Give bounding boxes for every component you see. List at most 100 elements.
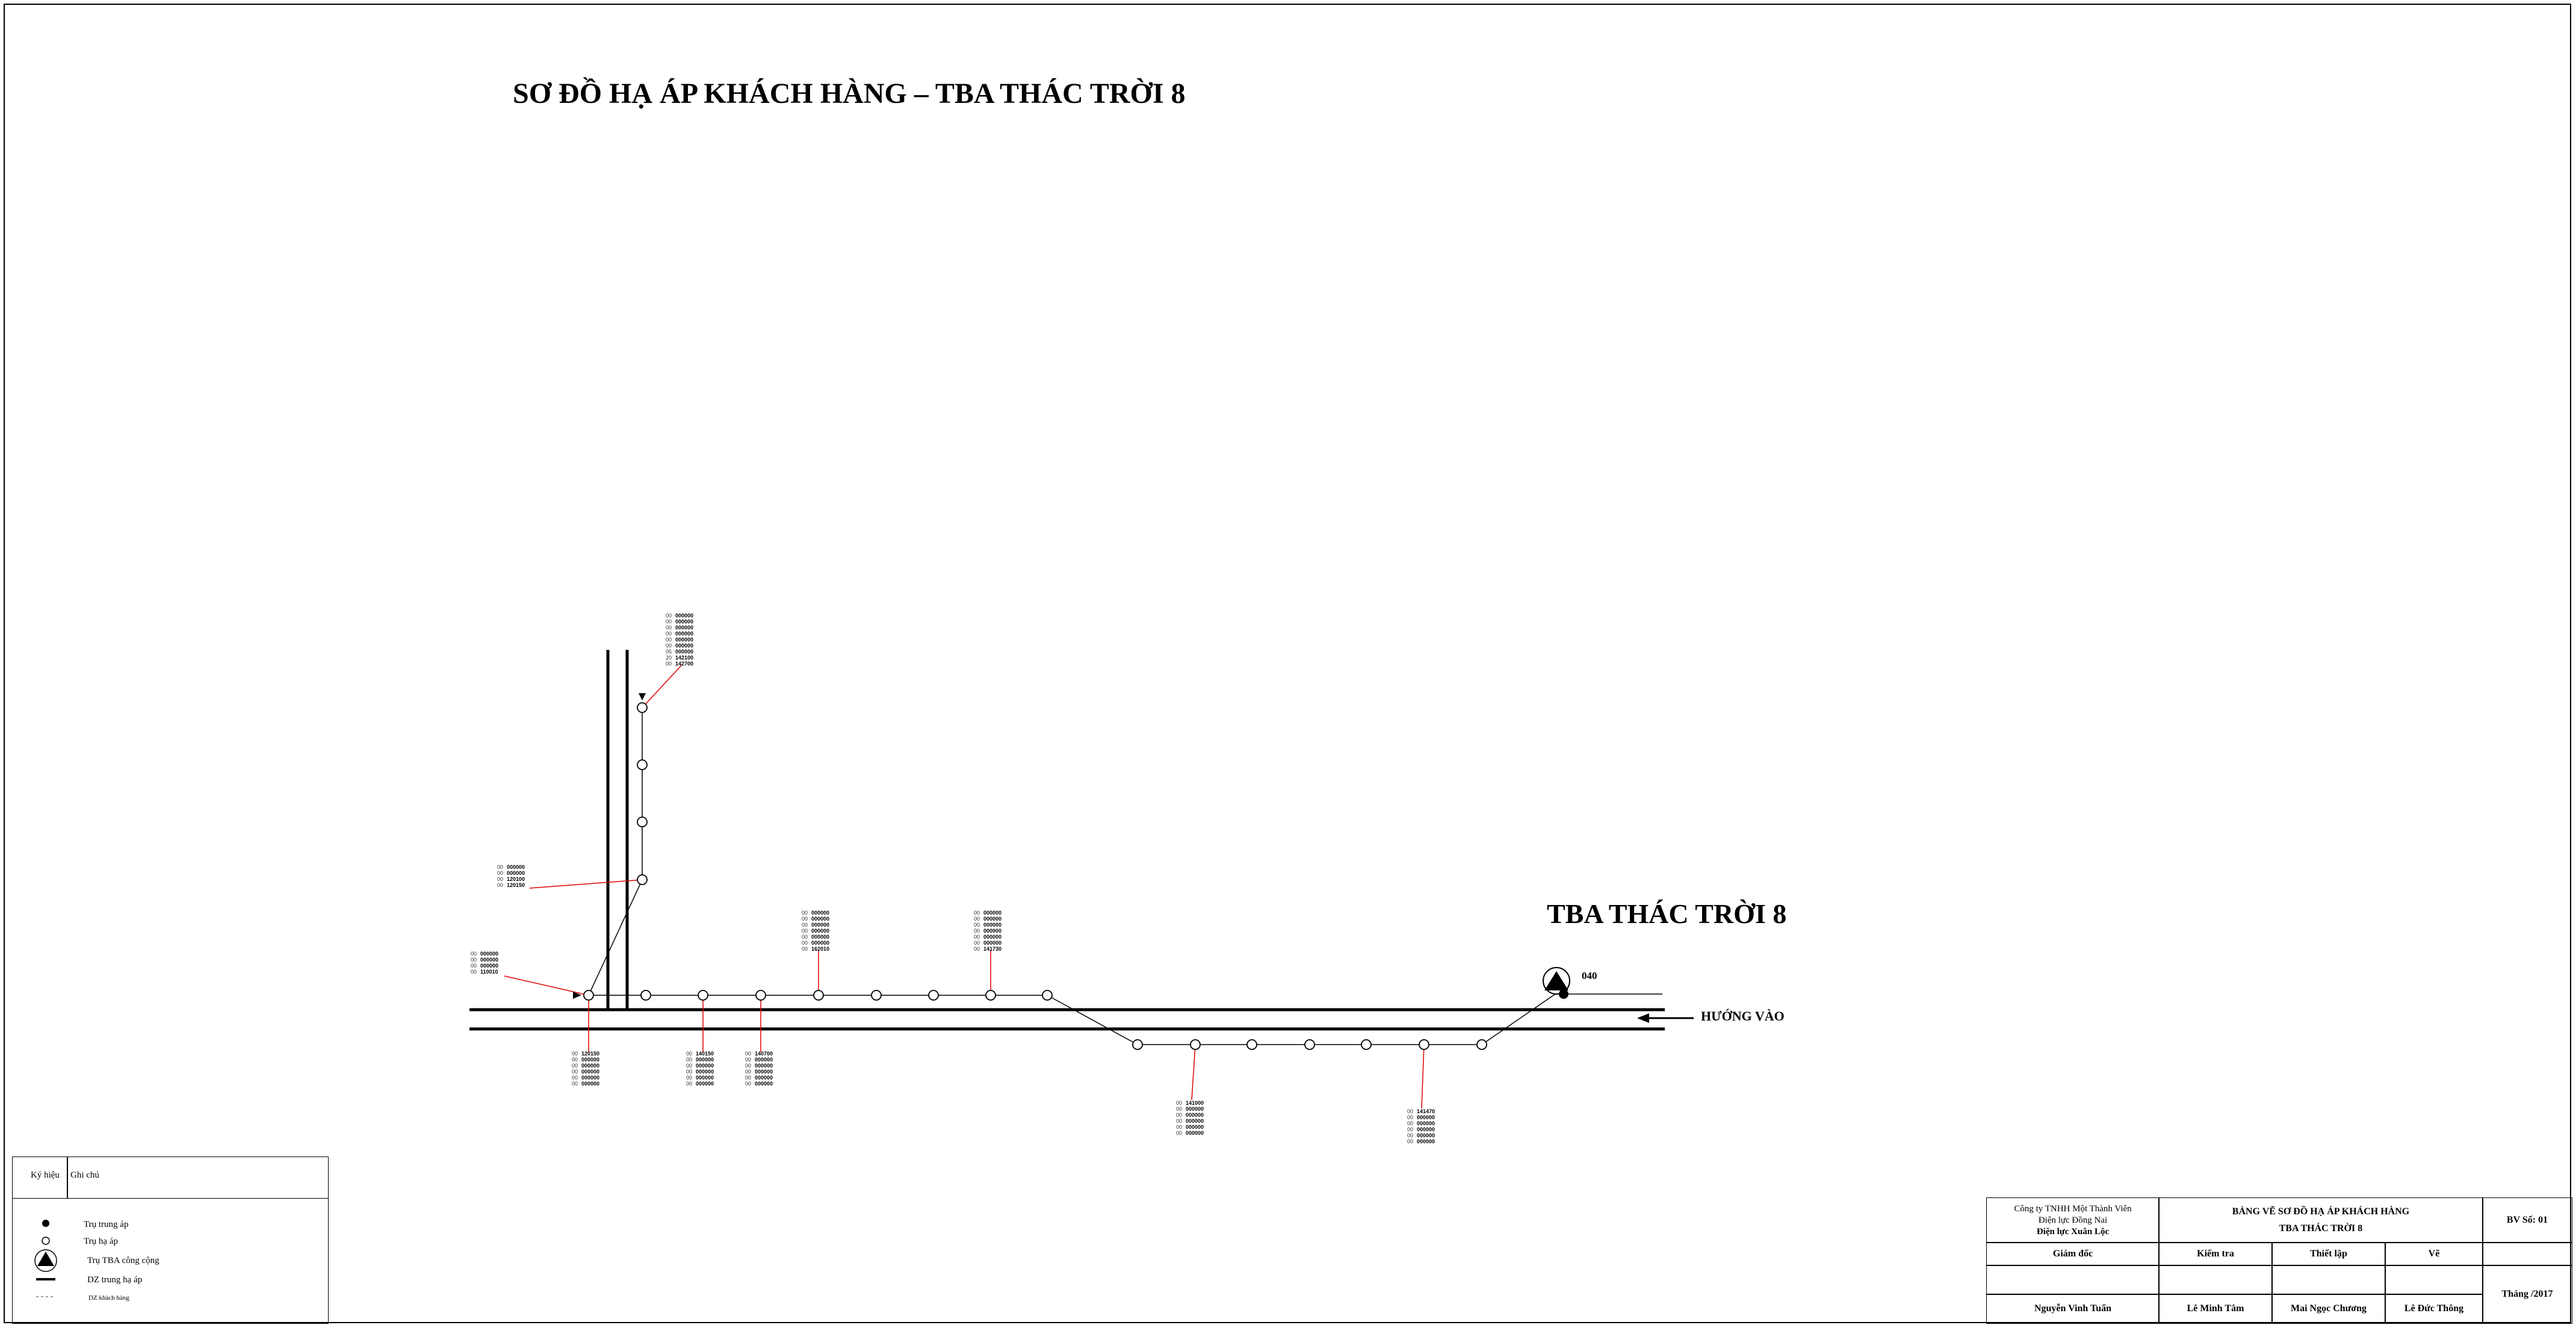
meter-line: 00 000000 xyxy=(666,643,693,649)
designer-label: Thiết lập xyxy=(2271,1242,2386,1266)
meter-prefix: 00 xyxy=(802,922,808,928)
meter-number: 140150 xyxy=(696,1051,714,1057)
lv-pole xyxy=(1042,990,1053,1001)
meter-prefix: 00 xyxy=(745,1081,752,1087)
meter-prefix: 00 xyxy=(745,1051,752,1057)
meter-prefix: 00 xyxy=(974,940,980,946)
service-line-g10 xyxy=(1421,1044,1425,1109)
meter-line: 00 000000 xyxy=(497,870,525,876)
meter-line: 00 000000 xyxy=(686,1075,714,1081)
meter-prefix: 00 xyxy=(974,910,980,916)
meter-line: 00 162010 xyxy=(802,946,829,952)
meter-prefix: 00 xyxy=(471,969,477,975)
meter-number: 000000 xyxy=(696,1063,714,1069)
meter-prefix: 05 xyxy=(666,649,672,655)
meter-line: 00 000000 xyxy=(1407,1120,1435,1126)
meter-prefix: 00 xyxy=(666,625,672,631)
meter-prefix: 00 xyxy=(1176,1100,1183,1106)
meter-line: 00 000000 xyxy=(666,619,693,625)
meter-prefix: 00 xyxy=(802,946,808,952)
lv-pole xyxy=(755,990,766,1001)
meter-prefix: 00 xyxy=(572,1081,578,1087)
meter-number: 000000 xyxy=(755,1069,773,1075)
substation-icon xyxy=(1543,967,1570,999)
direction-arrow-icon xyxy=(1637,1013,1694,1023)
meter-number: 000000 xyxy=(983,928,1002,934)
meter-number: 000000 xyxy=(480,951,499,957)
meter-number: 000000 xyxy=(696,1069,714,1075)
meter-line: 00 000000 xyxy=(572,1057,599,1063)
legend-header-note: Ghi chú xyxy=(70,1170,99,1180)
meter-line: 00 142700 xyxy=(666,661,693,667)
meter-number: 000000 xyxy=(811,910,830,916)
service-line-g2 xyxy=(529,879,643,889)
meter-prefix: 00 xyxy=(686,1057,693,1063)
lv-pole xyxy=(637,874,648,885)
meter-line: 00 000000 xyxy=(1407,1126,1435,1132)
meter-number: 000000 xyxy=(1186,1112,1204,1118)
meter-number: 000000 xyxy=(755,1081,773,1087)
meter-number: 000000 xyxy=(480,957,499,963)
meter-line: 00 000000 xyxy=(1407,1114,1435,1120)
meter-prefix: 00 xyxy=(572,1063,578,1069)
trunk-lines xyxy=(469,650,1665,1031)
legend-label: Trụ TBA công cộng xyxy=(87,1256,159,1265)
company-cell: Công ty TNHH Một Thành Viên Điện lực Đồn… xyxy=(1986,1197,2160,1243)
meter-number: 000000 xyxy=(696,1057,714,1063)
meter-prefix: 00 xyxy=(572,1051,578,1057)
filled-circle-icon xyxy=(42,1220,49,1227)
meter-group-9: 00 141000 00 000000 00 000000 00 000000 00 000000… xyxy=(1176,1100,1204,1136)
meter-line: 00 000000 xyxy=(974,934,1002,940)
meter-number: 000000 xyxy=(983,940,1002,946)
meter-prefix: 00 xyxy=(745,1063,752,1069)
meter-number: 000000 xyxy=(675,643,694,649)
meter-line: 00 000000 xyxy=(471,963,498,969)
meter-prefix: 00 xyxy=(572,1075,578,1081)
lv-pole xyxy=(640,990,651,1001)
meter-prefix: 00 xyxy=(497,882,504,888)
meter-number: 000000 xyxy=(983,910,1002,916)
meter-prefix: 00 xyxy=(471,951,477,957)
meter-prefix: 00 xyxy=(1407,1132,1414,1138)
lv-pole xyxy=(1476,1039,1487,1050)
meter-prefix: 00 xyxy=(666,613,672,619)
customer-lines xyxy=(504,665,1425,1109)
meter-line: 00 000000 xyxy=(802,922,829,928)
lv-pole xyxy=(1361,1039,1372,1050)
drawing-title-line1: BẢNG VẼ SƠ ĐỒ HẠ ÁP KHÁCH HÀNG xyxy=(2232,1206,2410,1217)
meter-number: 140700 xyxy=(755,1051,773,1057)
meter-prefix: 00 xyxy=(471,957,477,963)
lv-pole xyxy=(637,817,648,827)
title-block: Công ty TNHH Một Thành Viên Điện lực Đồn… xyxy=(1986,1197,2572,1324)
end-arrow-top-icon xyxy=(639,693,646,700)
checker-name: Lê Minh Tâm xyxy=(2158,1294,2273,1324)
meter-number: 000000 xyxy=(581,1069,600,1075)
meter-number: 000000 xyxy=(675,613,694,619)
meter-prefix: 00 xyxy=(497,864,504,870)
meter-line: 00 000000 xyxy=(974,916,1002,922)
designer-name: Mai Ngọc Chương xyxy=(2271,1294,2386,1324)
direction-label: HƯỚNG VÀO xyxy=(1701,1008,1785,1024)
legend-header: Ký hiệu Ghi chú xyxy=(13,1157,328,1199)
meter-number: 000000 xyxy=(983,934,1002,940)
legend-box: Ký hiệu Ghi chú Trụ trung áp Trụ hạ áp T… xyxy=(12,1157,329,1324)
legend-row-customer: DZ khách hàng xyxy=(13,1291,328,1308)
meter-line: 00 000000 xyxy=(1407,1138,1435,1144)
lv-pole xyxy=(1190,1039,1201,1050)
director-name: Nguyễn Vinh Tuấn xyxy=(1986,1294,2160,1324)
meter-line: 00 000000 xyxy=(686,1081,714,1087)
meter-line: 00 000000 xyxy=(802,916,829,922)
meter-prefix: 00 xyxy=(802,940,808,946)
meter-number: 000000 xyxy=(581,1081,600,1087)
substation-title: TBA THÁC TRỜI 8 xyxy=(1547,898,1787,929)
meter-prefix: 00 xyxy=(666,619,672,625)
lv-pole xyxy=(1304,1039,1315,1050)
meter-prefix: 00 xyxy=(1407,1108,1414,1114)
legend-row-trunk: DZ trung hạ áp xyxy=(13,1271,328,1288)
checker-label: Kiểm tra xyxy=(2158,1242,2273,1266)
service-line-g1 xyxy=(642,665,682,708)
meter-line: 00 141730 xyxy=(974,946,1002,952)
lv-lines xyxy=(588,708,1662,1045)
meter-number: 000000 xyxy=(1417,1132,1435,1138)
